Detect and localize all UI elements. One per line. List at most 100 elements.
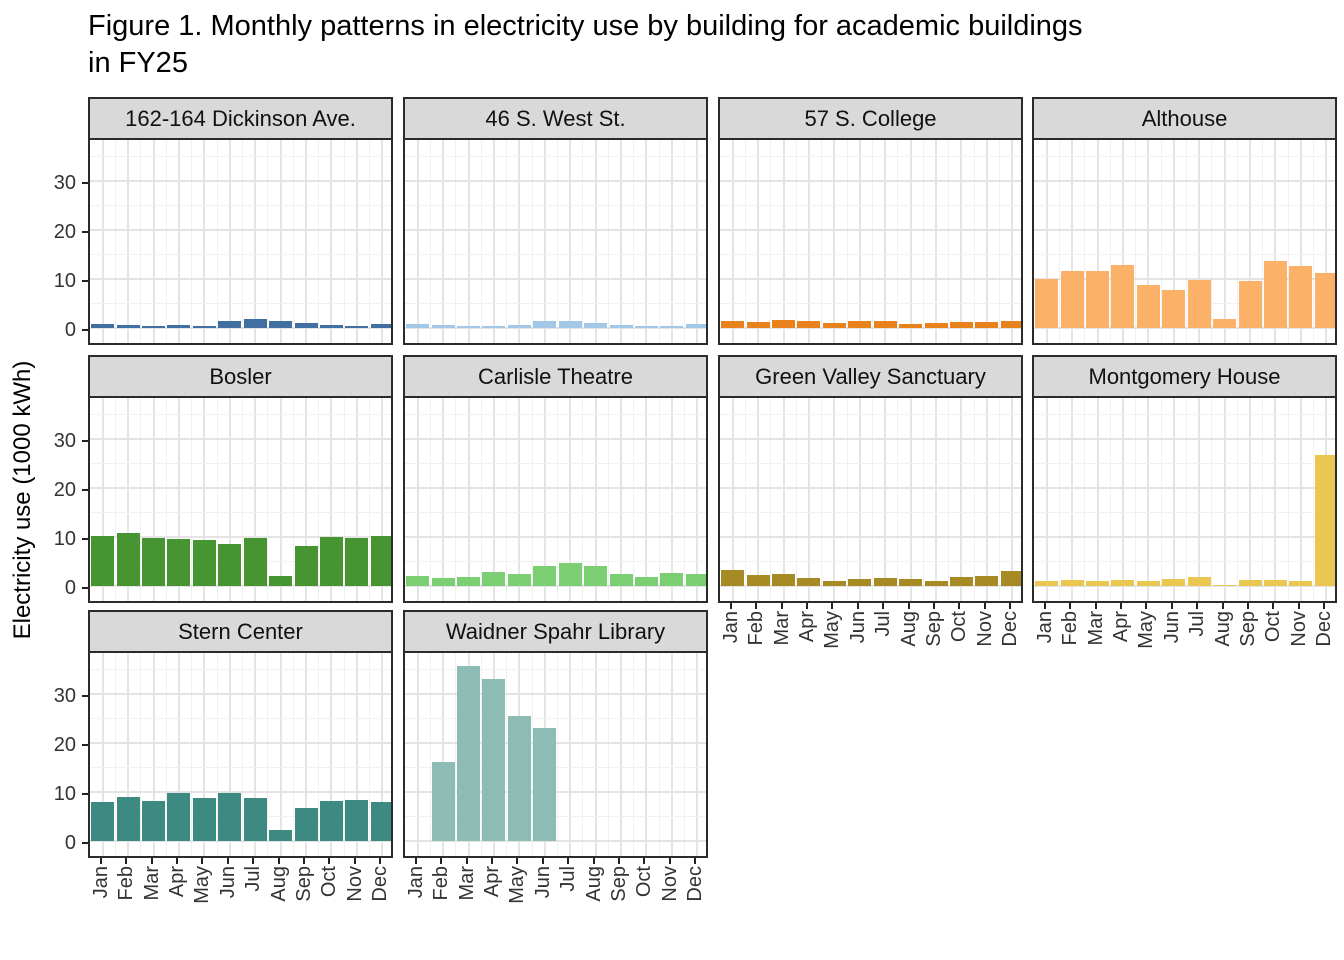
gridline-horizontal-minor (720, 561, 1021, 562)
facet-panel (403, 398, 708, 603)
gridline-vertical-major (960, 140, 963, 343)
bar-mar (142, 538, 166, 586)
gridline-vertical-minor (318, 653, 320, 856)
gridline-horizontal-major (90, 487, 391, 489)
bar-nov (660, 572, 684, 586)
gridline-horizontal-minor (720, 512, 1021, 513)
gridline-horizontal-minor (405, 156, 706, 157)
gridline-vertical-major (254, 140, 257, 343)
x-axis-tick-label: Apr (165, 866, 188, 898)
gridline-horizontal-minor (405, 669, 706, 670)
bar-apr (797, 578, 821, 586)
gridline-horizontal-major (90, 840, 391, 842)
gridline-vertical-major (1045, 140, 1048, 343)
facet-strip: 46 S. West St. (403, 97, 708, 140)
gridline-vertical-minor (557, 653, 558, 856)
gridline-vertical-major (757, 140, 760, 343)
x-axis-tick (440, 858, 443, 864)
gridline-vertical-major (782, 398, 785, 601)
x-axis-tick (933, 603, 936, 609)
x-axis-tick-label: Oct (948, 611, 971, 643)
facet-strip: Bosler (88, 355, 393, 398)
gridline-horizontal-minor (90, 205, 391, 206)
x-axis-tick (1009, 603, 1012, 609)
bar-jul (873, 578, 897, 586)
x-axis-tick (490, 858, 493, 864)
bar-jan (91, 535, 115, 586)
gridline-vertical-minor (480, 398, 482, 601)
bar-jul (243, 537, 267, 586)
gridline-horizontal-minor (720, 414, 1021, 415)
bar-mar (142, 800, 166, 841)
gridline-vertical-major (1172, 140, 1175, 343)
gridline-horizontal-major (720, 278, 1021, 280)
gridline-vertical-major (594, 653, 597, 856)
figure-title-line1: Figure 1. Monthly patterns in electricit… (88, 10, 1083, 42)
gridline-vertical-minor (658, 140, 660, 343)
gridline-vertical-major (1147, 398, 1150, 601)
gridline-vertical-minor (1211, 140, 1213, 343)
bar-aug (269, 576, 293, 586)
bar-oct (949, 321, 973, 328)
bar-aug (899, 324, 923, 328)
y-axis-tick (82, 538, 88, 540)
bar-aug (269, 830, 293, 841)
gridline-vertical-major (909, 140, 912, 343)
x-axis-tick (99, 858, 102, 864)
x-axis-tick-label: May (191, 866, 214, 904)
x-axis-tick-label: Jun (531, 866, 554, 899)
bar-dec (1000, 320, 1021, 328)
bar-nov (345, 537, 369, 586)
gridline-vertical-minor (948, 398, 950, 601)
gridline-vertical-minor (531, 140, 533, 343)
gridline-vertical-minor (557, 140, 558, 343)
x-axis-tick-label: Apr (480, 866, 503, 898)
bar-mar (142, 325, 166, 328)
gridline-vertical-major (731, 398, 734, 601)
gridline-vertical-minor (191, 140, 193, 343)
gridline-vertical-minor (1084, 398, 1086, 601)
x-axis-tick (755, 603, 758, 609)
gridline-horizontal-minor (720, 463, 1021, 464)
x-axis-tick-label: May (1135, 611, 1158, 649)
y-axis-tick-label: 10 (53, 783, 76, 805)
gridline-vertical-minor (1313, 398, 1315, 601)
gridline-vertical-minor (1135, 140, 1137, 343)
bar-oct (634, 326, 658, 328)
x-axis-tick-label: Sep (1237, 611, 1260, 647)
x-axis-tick-label: Sep (293, 866, 316, 902)
x-axis-tick (328, 858, 331, 864)
gridline-horizontal-major (1034, 585, 1335, 587)
x-axis-tick (516, 858, 519, 864)
gridline-vertical-major (1147, 140, 1150, 343)
gridline-vertical-minor (1236, 398, 1238, 601)
x-axis-tick-label: Dec (369, 866, 392, 902)
gridline-vertical-minor (165, 140, 167, 343)
gridline-vertical-major (305, 653, 308, 856)
gridline-vertical-major (1274, 398, 1277, 601)
bar-jun (1162, 290, 1186, 328)
gridline-vertical-minor (318, 398, 320, 601)
bar-jun (533, 565, 557, 586)
gridline-vertical-minor (216, 653, 218, 856)
gridline-horizontal-minor (405, 463, 706, 464)
x-axis-tick-label: Mar (1084, 611, 1107, 646)
bar-sep (294, 323, 318, 328)
bar-apr (482, 679, 506, 841)
gridline-horizontal-minor (1034, 561, 1335, 562)
x-axis-tick (1069, 603, 1072, 609)
gridline-horizontal-major (405, 327, 706, 329)
gridline-vertical-minor (1135, 398, 1137, 601)
gridline-horizontal-minor (405, 205, 706, 206)
gridline-horizontal-minor (720, 254, 1021, 255)
gridline-vertical-minor (770, 140, 772, 343)
gridline-vertical-major (467, 398, 470, 601)
bar-jan (1035, 279, 1059, 328)
bar-dec (1000, 570, 1021, 586)
y-axis-tick-label: 30 (53, 685, 76, 707)
gridline-vertical-major (355, 398, 358, 601)
gridline-vertical-major (807, 398, 810, 601)
gridline-vertical-minor (114, 140, 116, 343)
gridline-vertical-minor (846, 398, 848, 601)
gridline-horizontal-minor (720, 205, 1021, 206)
